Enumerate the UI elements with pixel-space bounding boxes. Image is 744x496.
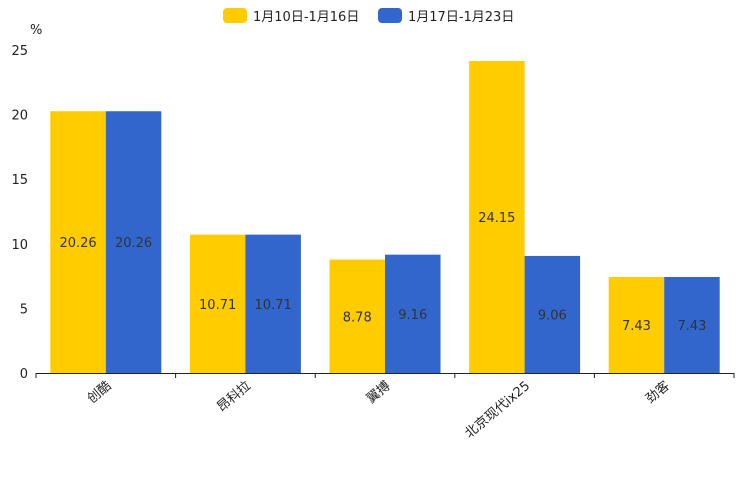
bar-1-1	[50, 111, 106, 374]
y-tick-label: 20	[11, 109, 28, 124]
legend: 1月10日-1月16日 1月17日-1月23日	[223, 8, 514, 25]
legend-label: 1月10日-1月16日	[253, 10, 359, 25]
legend-label: 1月17日-1月23日	[408, 10, 514, 25]
bar-2-4	[524, 255, 581, 373]
data-label: 20.26	[115, 236, 152, 251]
bar-2-3	[385, 254, 441, 373]
y-axis-unit-label: %	[30, 23, 42, 38]
data-label: 24.15	[478, 211, 515, 226]
y-axis: 0 5 10 15 20 25	[11, 44, 28, 382]
x-tick-label: 创酷	[85, 379, 115, 407]
y-tick-label: 0	[20, 367, 28, 382]
x-tick-label: 翼搏	[363, 378, 393, 407]
bar-1-2	[189, 234, 246, 373]
data-label: 10.71	[199, 298, 236, 313]
x-tick-label: 昂科拉	[214, 379, 254, 416]
bar-1-5	[608, 277, 665, 373]
data-label: 7.43	[622, 319, 651, 334]
legend-swatch	[378, 8, 402, 23]
data-label: 10.71	[255, 298, 292, 313]
data-label: 8.78	[343, 310, 372, 325]
y-tick-label: 15	[11, 173, 28, 188]
y-tick-label: 5	[20, 302, 28, 317]
data-label: 9.06	[538, 308, 567, 323]
bar-2-1	[105, 111, 162, 374]
y-tick-label: 25	[11, 44, 28, 59]
y-tick-label: 10	[11, 238, 28, 253]
bar-2-2	[245, 234, 301, 373]
bar-1-4	[469, 60, 525, 374]
data-label: 20.26	[59, 236, 96, 251]
legend-swatch	[223, 8, 247, 23]
bar-1-3	[329, 259, 385, 373]
bar-2-5	[664, 277, 720, 373]
x-tick-label: 劲客	[643, 378, 673, 407]
data-label: 9.16	[398, 308, 427, 323]
x-axis: 创酷 昂科拉 翼搏 北京现代ix25 劲客	[35, 373, 735, 442]
data-label: 7.43	[677, 319, 706, 334]
bars: 20.26 20.26 10.71 10.71 8.78 9.16 24.15 9.06 7.4…	[50, 60, 720, 374]
x-tick-label: 北京现代ix25	[462, 379, 533, 442]
